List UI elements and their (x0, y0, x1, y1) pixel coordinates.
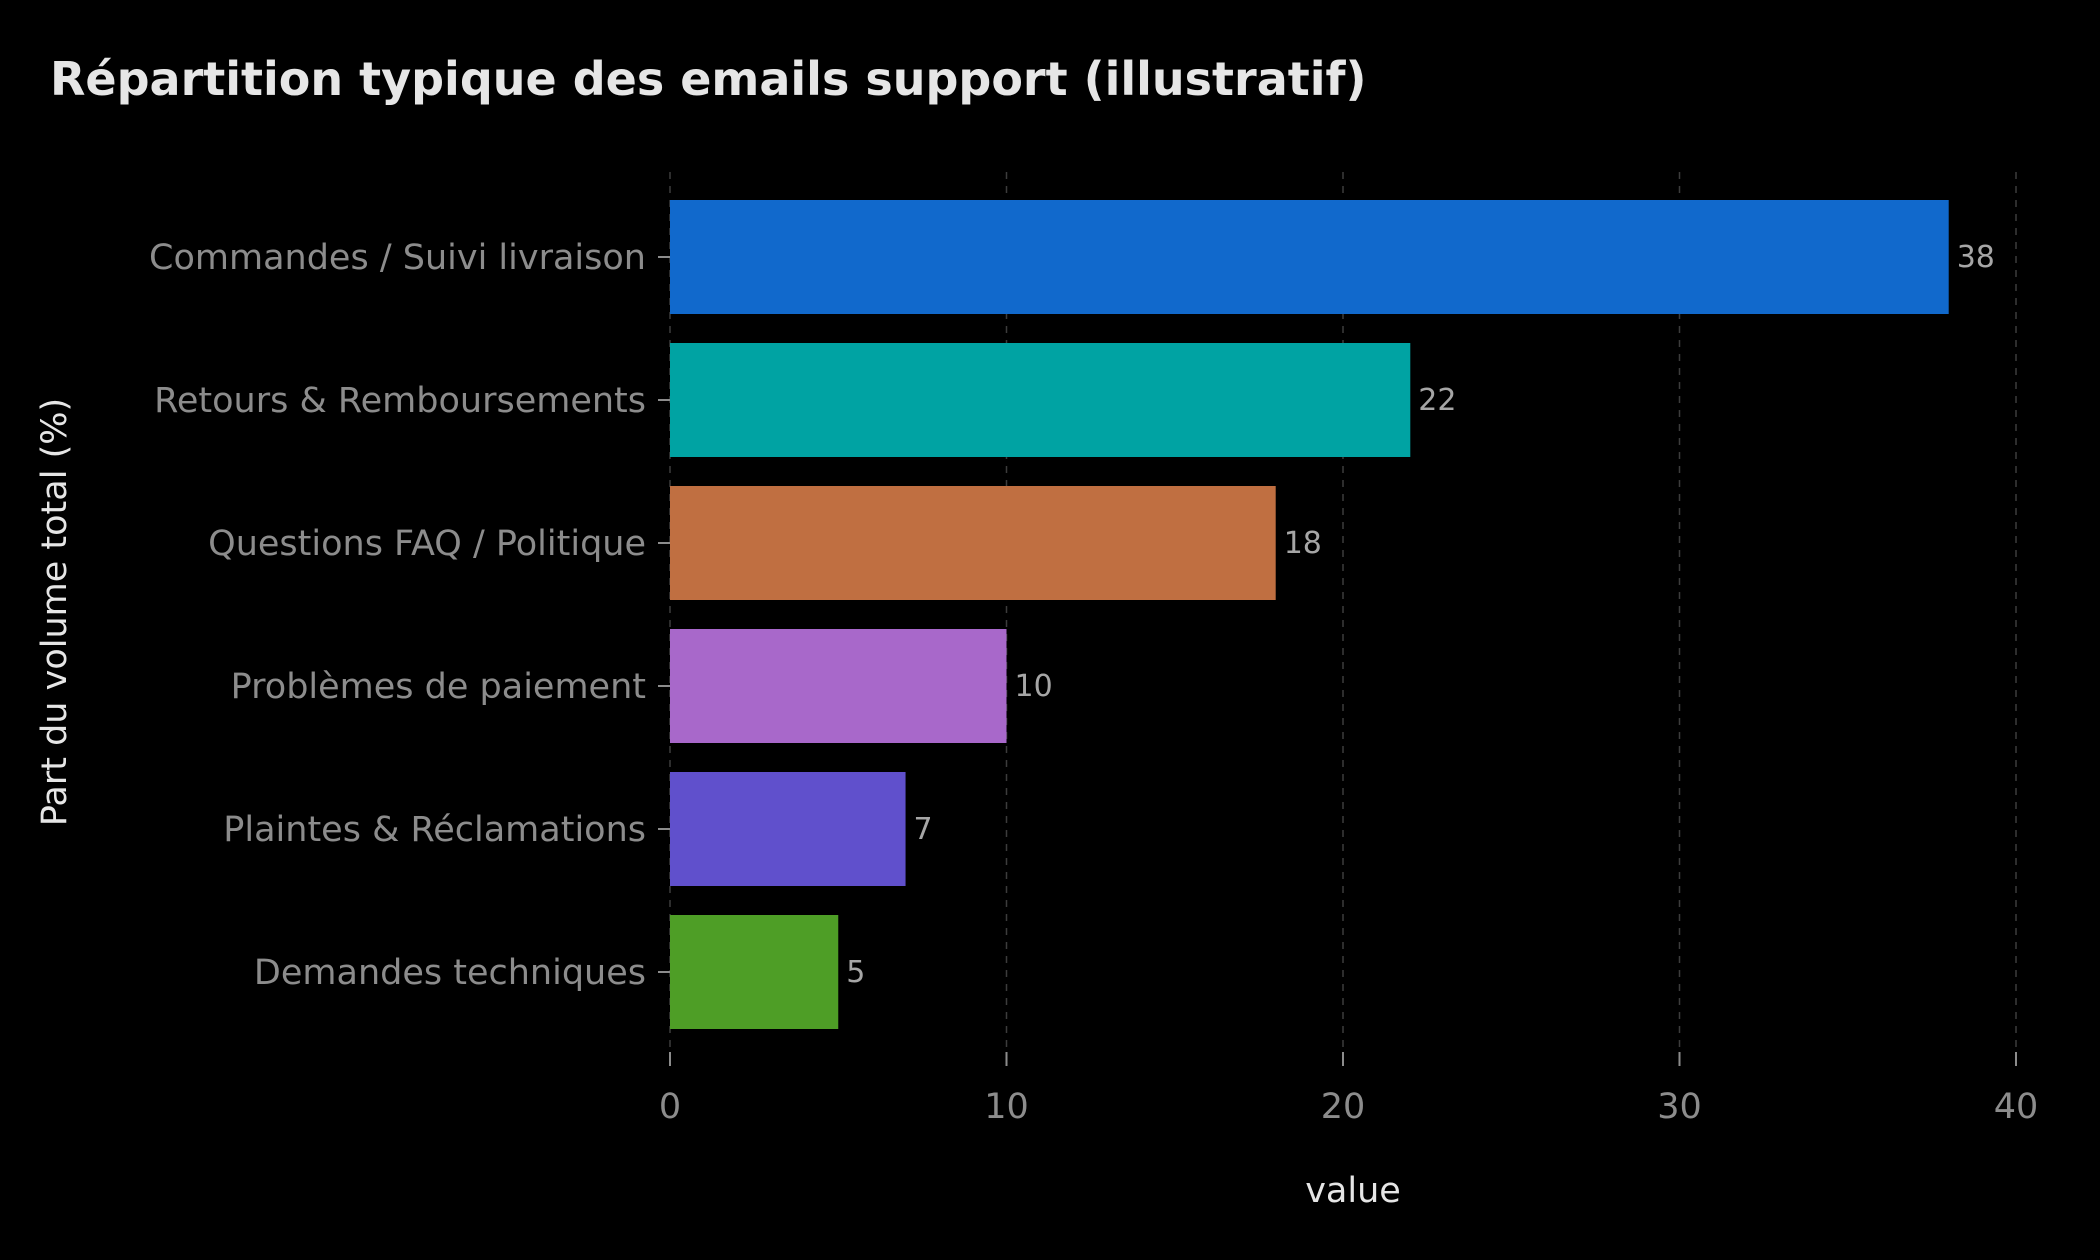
value-label-1: 22 (1418, 383, 1456, 418)
category-label-2: Questions FAQ / Politique (208, 524, 646, 564)
value-label-0: 38 (1957, 240, 1995, 275)
x-tick-label-1: 10 (984, 1087, 1029, 1127)
bar-0 (670, 200, 1949, 314)
value-label-5: 5 (846, 955, 865, 990)
category-label-5: Demandes techniques (254, 953, 646, 993)
x-axis-title: value (1305, 1171, 1401, 1211)
grid-lines (669, 172, 2017, 1050)
category-label-4: Plaintes & Réclamations (223, 810, 646, 850)
value-label-2: 18 (1284, 526, 1322, 561)
category-label-0: Commandes / Suivi livraison (149, 238, 646, 278)
bar-2 (670, 486, 1276, 600)
category-label-3: Problèmes de paiement (231, 667, 646, 707)
value-label-4: 7 (914, 812, 933, 847)
y-axis-title: Part du volume total (%) (35, 398, 75, 826)
bar-4 (670, 772, 906, 886)
category-label-1: Retours & Remboursements (154, 381, 646, 421)
x-tick-label-4: 40 (1994, 1087, 2039, 1127)
bars: 38 22 18 10 7 5 (670, 200, 1995, 1029)
bar-3 (670, 629, 1007, 743)
x-tick-label-2: 20 (1321, 1087, 1366, 1127)
chart-title: Répartition typique des emails support (… (50, 52, 1367, 106)
bar-5 (670, 915, 839, 1029)
x-tick-label-3: 30 (1657, 1087, 1702, 1127)
bar-1 (670, 343, 1411, 457)
x-axis: 0 10 20 30 40 (659, 1052, 2038, 1127)
category-labels: Commandes / Suivi livraison Retours & Rem… (149, 238, 670, 993)
x-tick-label-0: 0 (659, 1087, 681, 1127)
value-label-3: 10 (1015, 669, 1053, 704)
